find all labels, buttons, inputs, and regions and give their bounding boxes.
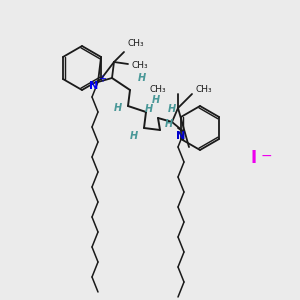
Text: I: I (251, 149, 257, 167)
Text: CH₃: CH₃ (132, 61, 148, 70)
Text: H: H (165, 119, 173, 129)
Text: H: H (130, 131, 138, 141)
Text: +: + (98, 74, 106, 84)
Text: H: H (152, 95, 160, 105)
Text: H: H (138, 73, 146, 83)
Text: N: N (176, 131, 186, 141)
Text: H: H (168, 104, 176, 114)
Text: CH₃: CH₃ (149, 85, 166, 94)
Text: CH₃: CH₃ (127, 40, 144, 49)
Text: −: − (260, 149, 272, 163)
Text: H: H (114, 103, 122, 113)
Text: N: N (89, 81, 99, 91)
Text: H: H (145, 104, 153, 114)
Text: CH₃: CH₃ (195, 85, 211, 94)
